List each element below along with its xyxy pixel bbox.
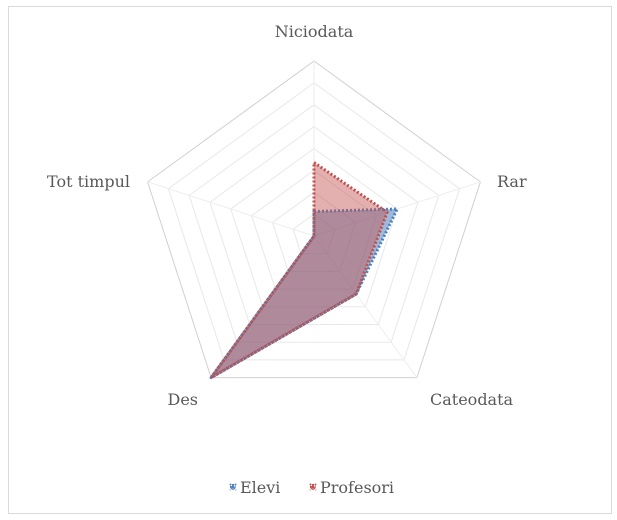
axis-label-cateodata: Cateodata xyxy=(430,390,514,409)
axis-label-des: Des xyxy=(167,390,198,409)
series-layer xyxy=(209,161,399,380)
grid-ring xyxy=(147,60,481,379)
legend-item-profesori[interactable]: Profesori xyxy=(309,478,394,497)
series-area-profesori[interactable] xyxy=(209,161,389,380)
axis-label-rar: Rar xyxy=(497,172,527,191)
axis-label-niciodata: Niciodata xyxy=(275,22,354,41)
series-area-elevi[interactable] xyxy=(209,207,399,380)
legend-marker-elevi xyxy=(229,483,237,491)
grid-ring xyxy=(167,82,461,361)
grid-ring xyxy=(188,104,440,343)
axis-label-tot-timpul: Tot timpul xyxy=(47,172,130,191)
grid-spoke xyxy=(147,181,315,237)
legend: Elevi Profesori xyxy=(229,478,394,497)
grid-ring xyxy=(209,125,419,325)
legend-item-elevi[interactable]: Elevi xyxy=(229,478,280,497)
legend-marker-profesori xyxy=(309,483,317,491)
legend-label-profesori: Profesori xyxy=(320,478,394,497)
legend-label-elevi: Elevi xyxy=(240,478,280,497)
